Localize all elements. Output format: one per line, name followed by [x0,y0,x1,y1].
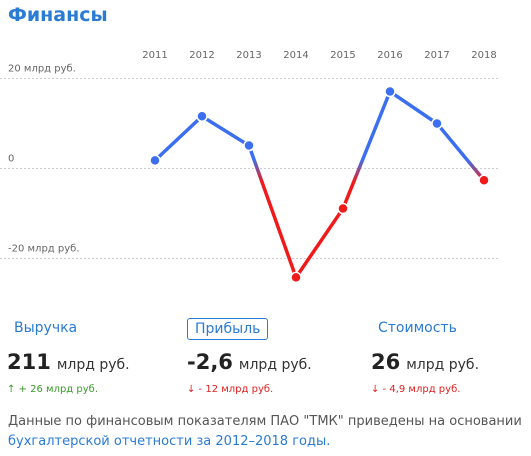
metric-change: ↓ - 4,9 млрд руб. [371,384,461,395]
x-tick-label: 2011 [142,50,167,61]
unit: млрд руб. [238,357,312,373]
y-tick-label: 0 [8,154,14,165]
point [431,117,443,130]
number: -2,6 [187,350,233,374]
unit: млрд руб. [56,357,130,373]
x-tick-label: 2015 [330,50,355,61]
metric-change: ↑ + 26 млрд руб. [7,384,99,395]
metric-change: ↓ - 12 млрд руб. [187,384,274,395]
point [196,110,208,123]
point [337,202,349,215]
x-tick-label: 2012 [189,50,214,61]
note-text: Данные по финансовым показателям ПАО "ТМ… [8,414,522,429]
unit: млрд руб. [406,357,480,373]
y-tick-label: -20 млрд руб. [8,244,80,255]
x-tick-label: 2016 [377,50,402,61]
y-tick-label: 20 млрд руб. [8,64,76,75]
point [478,174,490,186]
tab-profit[interactable]: Прибыль [187,318,269,340]
x-tick-label: 2014 [283,50,308,61]
title: Финансы [8,4,108,26]
metric-value: -2,6 млрд руб. [187,350,312,374]
line [153,89,486,280]
x-tick-label: 2017 [424,50,449,61]
metric-value: 211 млрд руб. [7,350,130,374]
metric-value: 26 млрд руб. [371,350,479,374]
footnote: Данные по финансовым показателям ПАО "ТМ… [8,412,523,452]
number: 26 [371,350,401,374]
tab-revenue[interactable]: Выручка [14,320,78,336]
point [384,85,396,98]
x-tick-label: 2018 [471,50,496,61]
point [243,139,255,152]
tab-value[interactable]: Стоимость [378,320,457,336]
x-tick-label: 2013 [236,50,261,61]
number: 211 [7,350,51,374]
note-link[interactable]: бухгалтерской отчетности за 2012–2018 го… [8,434,331,449]
chart: 2011 2012 2013 2014 2015 2016 2017 2018 20 млрд … [0,50,500,284]
point [149,154,161,167]
point [290,271,302,284]
